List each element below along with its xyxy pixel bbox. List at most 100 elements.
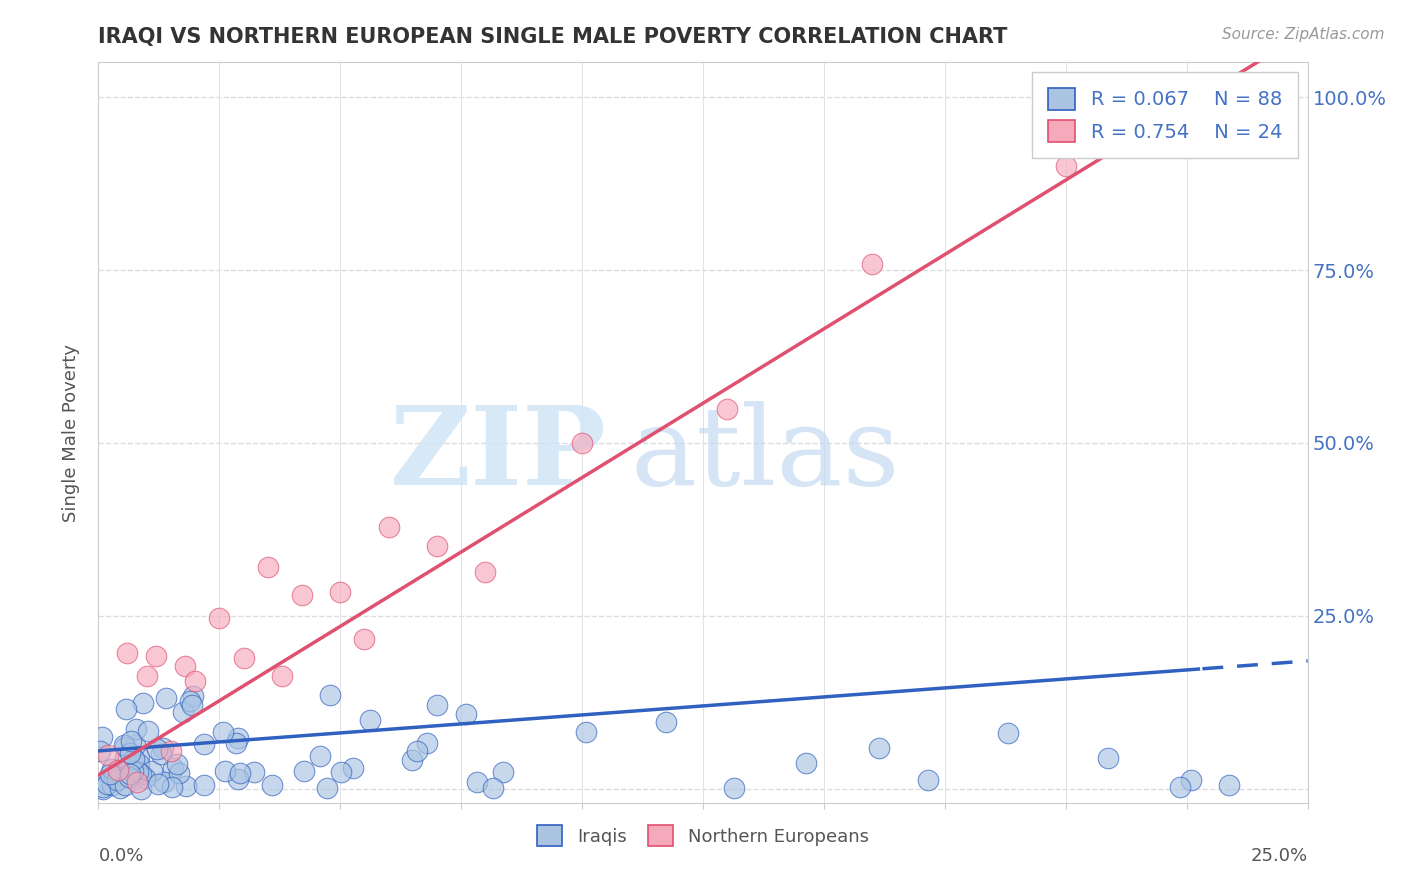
Point xyxy=(124,738,146,752)
Point xyxy=(193,778,215,792)
Point xyxy=(426,539,449,553)
Point xyxy=(1128,114,1150,128)
Point xyxy=(107,763,129,777)
Point xyxy=(794,756,817,770)
Point xyxy=(292,764,315,779)
Point xyxy=(359,713,381,727)
Point xyxy=(316,781,339,796)
Point xyxy=(860,258,883,272)
Point xyxy=(127,775,149,789)
Point xyxy=(184,673,207,688)
Text: Source: ZipAtlas.com: Source: ZipAtlas.com xyxy=(1222,27,1385,42)
Point xyxy=(105,772,128,787)
Point xyxy=(96,777,118,791)
Point xyxy=(716,402,738,417)
Point xyxy=(290,588,312,602)
Point xyxy=(997,726,1019,740)
Point xyxy=(115,701,138,715)
Point xyxy=(101,778,124,792)
Point xyxy=(426,698,449,712)
Point xyxy=(132,696,155,710)
Point xyxy=(167,765,190,780)
Point xyxy=(181,689,204,703)
Text: 25.0%: 25.0% xyxy=(1250,847,1308,865)
Point xyxy=(1218,778,1240,792)
Point xyxy=(97,748,120,763)
Point xyxy=(117,647,139,661)
Text: atlas: atlas xyxy=(630,401,900,508)
Point xyxy=(226,731,249,745)
Point xyxy=(100,762,122,776)
Point xyxy=(917,773,939,788)
Point xyxy=(136,724,159,739)
Point xyxy=(160,780,183,794)
Point xyxy=(342,762,364,776)
Point xyxy=(166,756,188,771)
Point xyxy=(152,740,174,755)
Text: 0.0%: 0.0% xyxy=(98,847,143,865)
Point xyxy=(89,744,111,758)
Point xyxy=(148,777,170,791)
Point xyxy=(121,747,143,762)
Point xyxy=(262,778,284,792)
Point xyxy=(492,764,515,779)
Point xyxy=(353,632,375,647)
Point xyxy=(1054,159,1077,173)
Point xyxy=(149,747,172,761)
Point xyxy=(242,764,264,779)
Point xyxy=(405,744,427,758)
Point xyxy=(141,764,163,778)
Legend: Iraqis, Northern Europeans: Iraqis, Northern Europeans xyxy=(523,811,883,861)
Point xyxy=(575,725,598,739)
Point xyxy=(401,753,423,767)
Point xyxy=(110,780,132,795)
Point xyxy=(128,757,150,772)
Point xyxy=(174,779,197,793)
Point xyxy=(120,734,142,748)
Point xyxy=(91,730,114,744)
Point xyxy=(162,761,184,775)
Point xyxy=(228,766,250,780)
Point xyxy=(91,781,114,796)
Point xyxy=(330,764,353,779)
Point xyxy=(153,774,176,789)
Y-axis label: Single Male Poverty: Single Male Poverty xyxy=(62,343,80,522)
Point xyxy=(179,694,201,708)
Point xyxy=(271,669,294,683)
Point xyxy=(134,771,156,785)
Point xyxy=(465,775,488,789)
Point xyxy=(122,764,145,778)
Point xyxy=(114,751,136,765)
Point xyxy=(122,752,145,766)
Point xyxy=(1097,751,1119,765)
Point xyxy=(160,744,183,758)
Point xyxy=(319,688,342,702)
Point xyxy=(118,767,141,781)
Point xyxy=(474,565,496,579)
Point xyxy=(868,741,890,756)
Point xyxy=(309,749,332,764)
Point xyxy=(146,742,169,756)
Point xyxy=(377,520,399,534)
Point xyxy=(655,715,678,730)
Point xyxy=(155,690,177,705)
Point xyxy=(1180,772,1202,787)
Point xyxy=(122,772,145,786)
Point xyxy=(454,707,477,722)
Point xyxy=(128,750,150,764)
Text: IRAQI VS NORTHERN EUROPEAN SINGLE MALE POVERTY CORRELATION CHART: IRAQI VS NORTHERN EUROPEAN SINGLE MALE P… xyxy=(98,27,1008,46)
Point xyxy=(107,764,129,779)
Point xyxy=(98,766,121,780)
Point xyxy=(482,781,505,796)
Point xyxy=(114,778,136,792)
Point xyxy=(232,651,254,665)
Point xyxy=(91,780,114,795)
Point xyxy=(127,764,149,779)
Point xyxy=(208,611,231,625)
Point xyxy=(172,705,194,719)
Point xyxy=(329,584,352,599)
Point xyxy=(125,722,148,736)
Point xyxy=(214,764,236,779)
Point xyxy=(131,767,153,781)
Point xyxy=(226,772,249,786)
